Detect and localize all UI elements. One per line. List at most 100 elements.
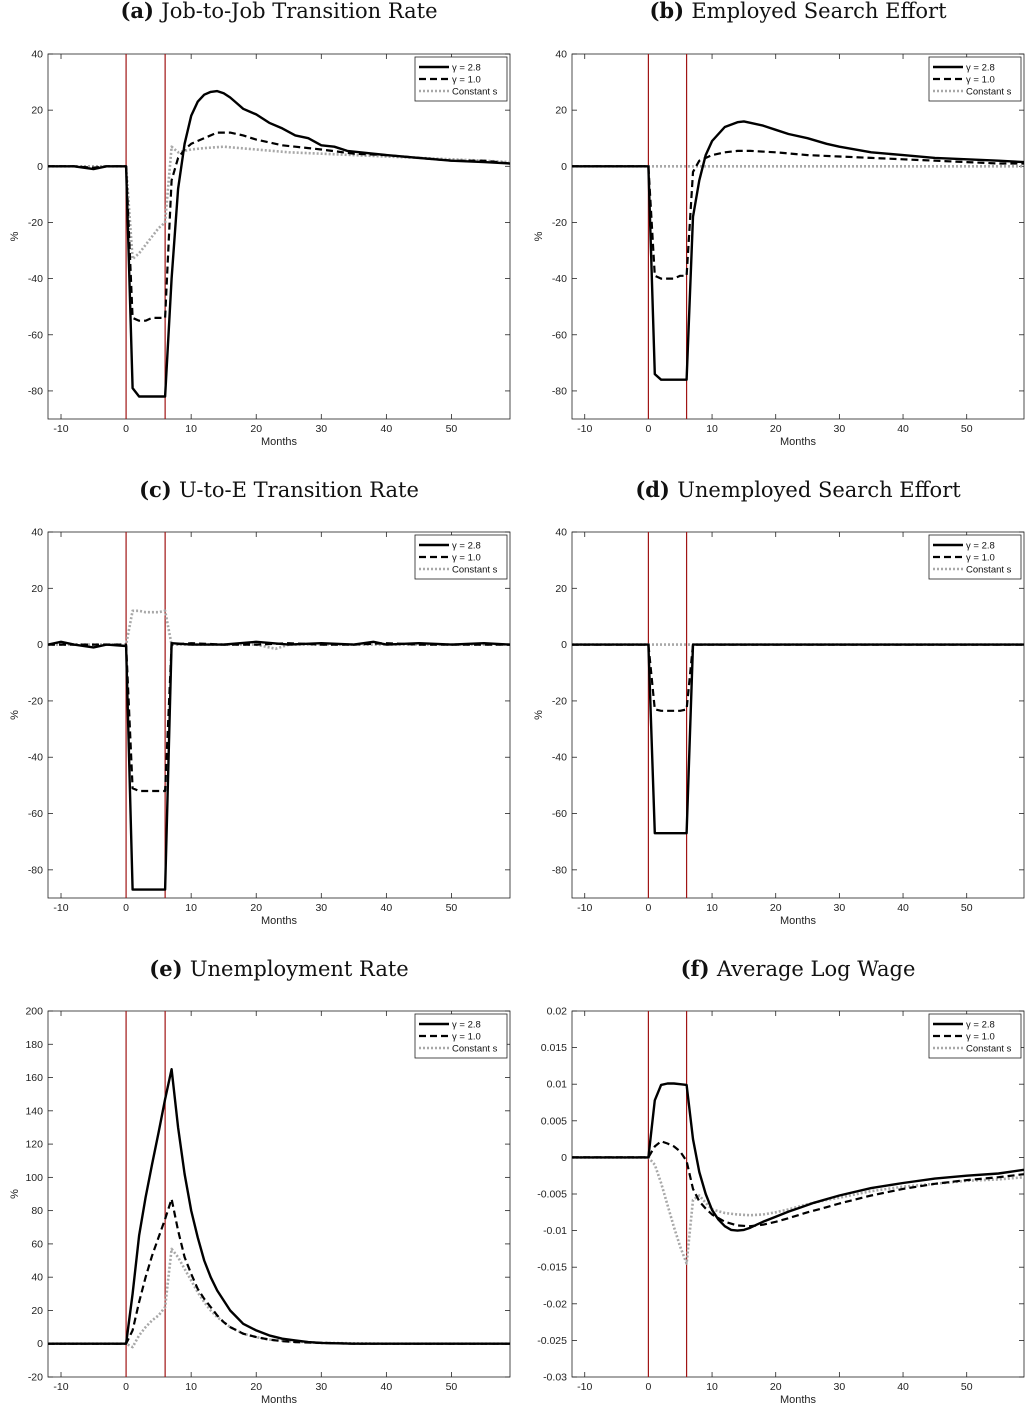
y-tick-label: -20 (28, 1372, 43, 1384)
panel-d: (d) Unemployed Search Effort -10 0 10 20 30 40… (533, 477, 1025, 927)
x-tick-label: 10 (185, 1381, 197, 1393)
x-tick-label: 50 (961, 423, 973, 435)
y-tick-label: 20 (555, 105, 567, 117)
series-line-dashed (48, 131, 510, 322)
panel-title: (a) Job-to-Job Transition Rate (120, 0, 437, 23)
panel-a: (a) Job-to-Job Transition Rate -10 0 10 20 30… (9, 0, 511, 448)
x-tick-label: 20 (770, 902, 782, 914)
x-tick-label: 0 (123, 1381, 129, 1393)
y-tick-label: -20 (552, 217, 567, 229)
y-tick-label: 20 (31, 583, 43, 595)
legend-entry: Constant s (452, 565, 498, 576)
y-tick-label: -20 (28, 695, 43, 707)
panel-b: (b) Employed Search Effort -10 0 10 20 30 40 50… (533, 0, 1025, 448)
panel-title: (b) Employed Search Effort (649, 0, 947, 23)
x-tick-label: -10 (577, 902, 592, 914)
panel-label: (c) (139, 477, 179, 502)
panel-title-text: Unemployment Rate (190, 957, 409, 981)
legend-entry: γ = 1.0 (452, 1032, 481, 1043)
x-tick-label: -10 (53, 1381, 68, 1393)
y-tick-label: 0.01 (547, 1079, 568, 1091)
x-tick-label: 50 (961, 902, 973, 914)
x-tick-label: 50 (446, 902, 458, 914)
plot-area (571, 1010, 1025, 1378)
plot-area (47, 531, 511, 899)
x-tick-label: 40 (897, 1381, 909, 1393)
legend-entry: γ = 2.8 (966, 63, 995, 74)
x-tick-label: 50 (446, 1381, 458, 1393)
x-tick-label: -10 (577, 423, 592, 435)
panel-title: (d) Unemployed Search Effort (635, 477, 961, 502)
y-tick-label: 0 (561, 161, 567, 173)
y-axis-label: % (533, 710, 545, 720)
y-tick-label: 0 (37, 639, 43, 651)
x-tick-label: 30 (834, 902, 846, 914)
x-tick-label: 10 (706, 902, 718, 914)
x-tick-label: 20 (250, 423, 262, 435)
x-tick-label: 30 (834, 423, 846, 435)
y-tick-label: -20 (552, 695, 567, 707)
x-tick-label: -10 (577, 1381, 592, 1393)
series-line-dashed (48, 642, 510, 793)
y-tick-label: 0 (561, 639, 567, 651)
y-tick-label: 160 (25, 1072, 43, 1084)
x-tick-label: 30 (315, 902, 327, 914)
panel-title: (f) Average Log Wage (681, 956, 916, 981)
plot-area (47, 53, 511, 420)
y-tick-label: -40 (552, 752, 567, 764)
panel-label: (d) (635, 477, 677, 502)
series-line-dotted (572, 1156, 1024, 1265)
y-axis-label: % (9, 1189, 21, 1199)
x-axis-label: Months (780, 436, 817, 448)
x-tick-label: 50 (446, 423, 458, 435)
x-tick-label: 0 (123, 902, 129, 914)
plot-area (47, 1010, 511, 1378)
y-tick-label: 40 (555, 49, 567, 61)
panel-title-text: Job-to-Job Transition Rate (159, 0, 437, 23)
panel-label: (e) (149, 956, 190, 981)
y-tick-label: 0 (37, 1338, 43, 1350)
y-tick-label: -60 (552, 808, 567, 820)
x-tick-label: 30 (834, 1381, 846, 1393)
panel-title-text: Unemployed Search Effort (677, 478, 961, 502)
y-tick-label: -80 (28, 385, 43, 397)
panel-c: (c) U-to-E Transition Rate -10 0 10 20 30 40 50… (9, 477, 511, 927)
x-axis-label: Months (261, 436, 298, 448)
x-tick-label: 10 (706, 423, 718, 435)
legend-entry: γ = 2.8 (966, 541, 995, 552)
x-axis-label: Months (261, 1394, 298, 1406)
x-tick-label: 0 (123, 423, 129, 435)
series-line-solid (572, 643, 1024, 835)
x-tick-label: 20 (250, 1381, 262, 1393)
x-tick-label: 40 (381, 902, 393, 914)
x-tick-label: 20 (250, 902, 262, 914)
series-line-solid (48, 89, 510, 398)
y-tick-label: -0.02 (543, 1298, 567, 1310)
x-tick-label: 40 (897, 423, 909, 435)
panel-label: (b) (649, 0, 691, 23)
x-tick-label: 0 (645, 423, 651, 435)
series-line-solid (572, 1082, 1024, 1232)
x-tick-label: 40 (381, 423, 393, 435)
panel-title: (e) Unemployment Rate (149, 956, 408, 981)
panel-title-text: Employed Search Effort (691, 0, 947, 23)
legend-entry: γ = 1.0 (966, 553, 995, 564)
y-tick-label: -80 (552, 385, 567, 397)
x-axis-label: Months (780, 1394, 817, 1406)
y-axis-label: % (9, 231, 21, 241)
series-line-dotted (48, 1247, 510, 1349)
y-tick-label: 40 (31, 1272, 43, 1284)
y-tick-label: -80 (552, 864, 567, 876)
y-tick-label: -60 (552, 329, 567, 341)
y-tick-label: 80 (31, 1205, 43, 1217)
y-tick-label: 60 (31, 1238, 43, 1250)
x-tick-label: 0 (645, 1381, 651, 1393)
panel-e: (e) Unemployment Rate -10 0 10 20 30 40 50 -20 0 2… (9, 956, 511, 1406)
x-tick-label: -10 (53, 423, 68, 435)
legend-entry: γ = 1.0 (452, 75, 481, 86)
legend-entry: γ = 2.8 (452, 541, 481, 552)
